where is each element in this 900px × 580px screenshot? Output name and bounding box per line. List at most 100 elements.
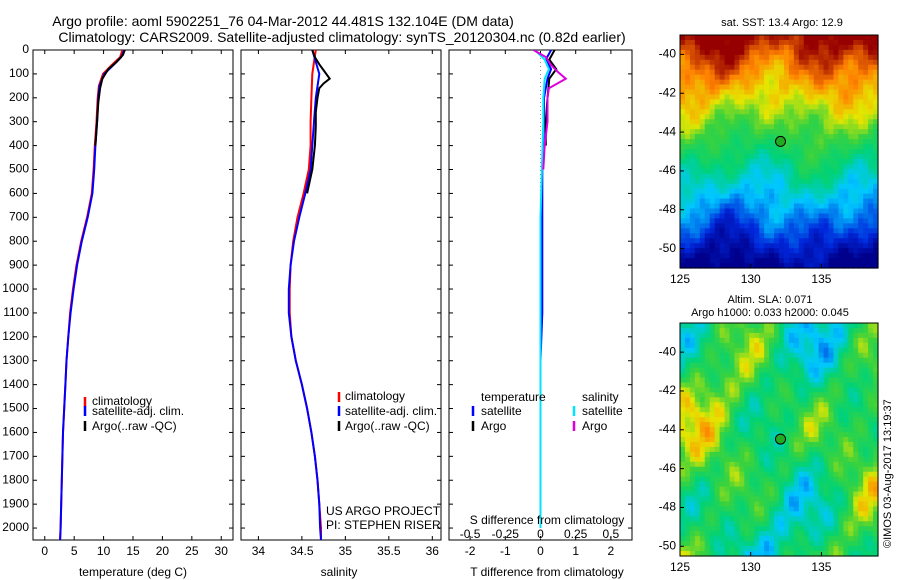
heatmap-cell — [694, 323, 701, 329]
heatmap-cell — [808, 258, 815, 264]
heatmap-cell — [848, 516, 854, 522]
heatmap-cell — [764, 183, 770, 190]
heatmap-cell — [843, 357, 849, 364]
heatmap-cell — [759, 223, 765, 229]
heatmap-cell — [744, 203, 750, 210]
heatmap-cell — [818, 347, 825, 354]
heatmap-cell — [793, 253, 800, 259]
heatmap-cell — [744, 446, 750, 453]
heatmap-cell — [813, 397, 820, 403]
heatmap-cell — [838, 337, 844, 344]
heatmap-cell — [823, 35, 830, 41]
heatmap-cell — [694, 198, 701, 205]
heatmap-cell — [689, 491, 696, 498]
heatmap-cell — [764, 153, 770, 160]
heatmap-cell — [769, 501, 775, 508]
y-tick-label: 1800 — [2, 472, 29, 486]
heatmap-cell — [749, 163, 755, 170]
heatmap-cell — [699, 208, 706, 215]
heatmap-cell — [858, 521, 864, 527]
heatmap-cell — [724, 402, 731, 408]
heatmap-cell — [734, 114, 740, 120]
heatmap-cell — [838, 397, 844, 403]
heatmap-cell — [694, 243, 701, 249]
heatmap-cell — [704, 327, 711, 334]
heatmap-cell — [769, 168, 775, 175]
heatmap-cell — [719, 203, 726, 210]
heatmap-cell — [788, 168, 795, 175]
heatmap-cell — [734, 99, 740, 106]
heatmap-cell — [803, 546, 810, 552]
heatmap-cell — [798, 357, 805, 364]
heatmap-cell — [813, 193, 820, 200]
heatmap-cell — [714, 446, 721, 453]
heatmap-cell — [724, 188, 731, 195]
heatmap-cell — [709, 153, 716, 160]
heatmap-cell — [714, 258, 721, 264]
heatmap-cell — [719, 481, 726, 488]
heatmap-cell — [823, 173, 830, 180]
heatmap-cell — [783, 208, 790, 215]
heatmap-cell — [749, 476, 755, 483]
heatmap-cell — [808, 208, 815, 215]
heatmap-cell — [779, 551, 785, 557]
heatmap-cell — [843, 218, 849, 224]
heatmap-cell — [734, 526, 740, 532]
heatmap-cell — [769, 218, 775, 224]
heatmap-cell — [724, 54, 731, 61]
heatmap-cell — [798, 208, 805, 215]
heatmap-cell — [838, 332, 844, 339]
heatmap-cell — [813, 511, 820, 517]
heatmap-cell — [724, 158, 731, 165]
heatmap-cell — [719, 432, 726, 438]
heatmap-cell — [808, 163, 815, 170]
heatmap-cell — [769, 213, 775, 220]
heatmap-cell — [724, 367, 731, 374]
heatmap-cell — [704, 437, 711, 443]
heatmap-cell — [769, 99, 775, 106]
heatmap-cell — [848, 153, 854, 160]
heatmap-cell — [858, 382, 864, 389]
heatmap-cell — [769, 139, 775, 145]
heatmap-cell — [699, 163, 706, 170]
heatmap-cell — [873, 337, 879, 344]
heatmap-cell — [769, 163, 775, 170]
heatmap-cell — [793, 228, 800, 234]
heatmap-cell — [803, 342, 810, 349]
heatmap-cell — [734, 74, 740, 81]
heatmap-cell — [798, 203, 805, 210]
heatmap-cell — [868, 94, 874, 101]
heatmap-cell — [739, 114, 745, 120]
heatmap-cell — [808, 446, 815, 453]
heatmap-cell — [818, 188, 825, 195]
heatmap-cell — [848, 109, 854, 115]
heatmap-cell — [680, 417, 686, 423]
heatmap-cell — [803, 551, 810, 557]
heatmap-cell — [798, 347, 805, 354]
heatmap-cell — [788, 178, 795, 185]
heatmap-cell — [853, 461, 859, 468]
heatmap-cell — [858, 407, 864, 413]
heatmap-cell — [828, 417, 835, 423]
heatmap-cell — [828, 546, 835, 552]
heatmap-cell — [858, 347, 864, 354]
heatmap-cell — [764, 253, 770, 259]
heatmap-cell — [704, 441, 711, 448]
heatmap-cell — [774, 89, 780, 96]
heatmap-cell — [759, 149, 765, 155]
heatmap-cell — [843, 183, 849, 190]
heatmap-cell — [843, 461, 849, 468]
heatmap-cell — [684, 323, 691, 329]
heatmap-cell — [744, 511, 750, 517]
heatmap-cell — [759, 134, 765, 140]
heatmap-cell — [739, 491, 745, 498]
heatmap-cell — [823, 158, 830, 165]
heatmap-cell — [808, 104, 815, 110]
heatmap-cell — [744, 248, 750, 254]
heatmap-cell — [764, 213, 770, 220]
heatmap-cell — [873, 158, 879, 165]
heatmap-cell — [774, 248, 780, 254]
heatmap-cell — [774, 173, 780, 180]
heatmap-cell — [858, 158, 864, 165]
heatmap-cell — [833, 531, 839, 537]
